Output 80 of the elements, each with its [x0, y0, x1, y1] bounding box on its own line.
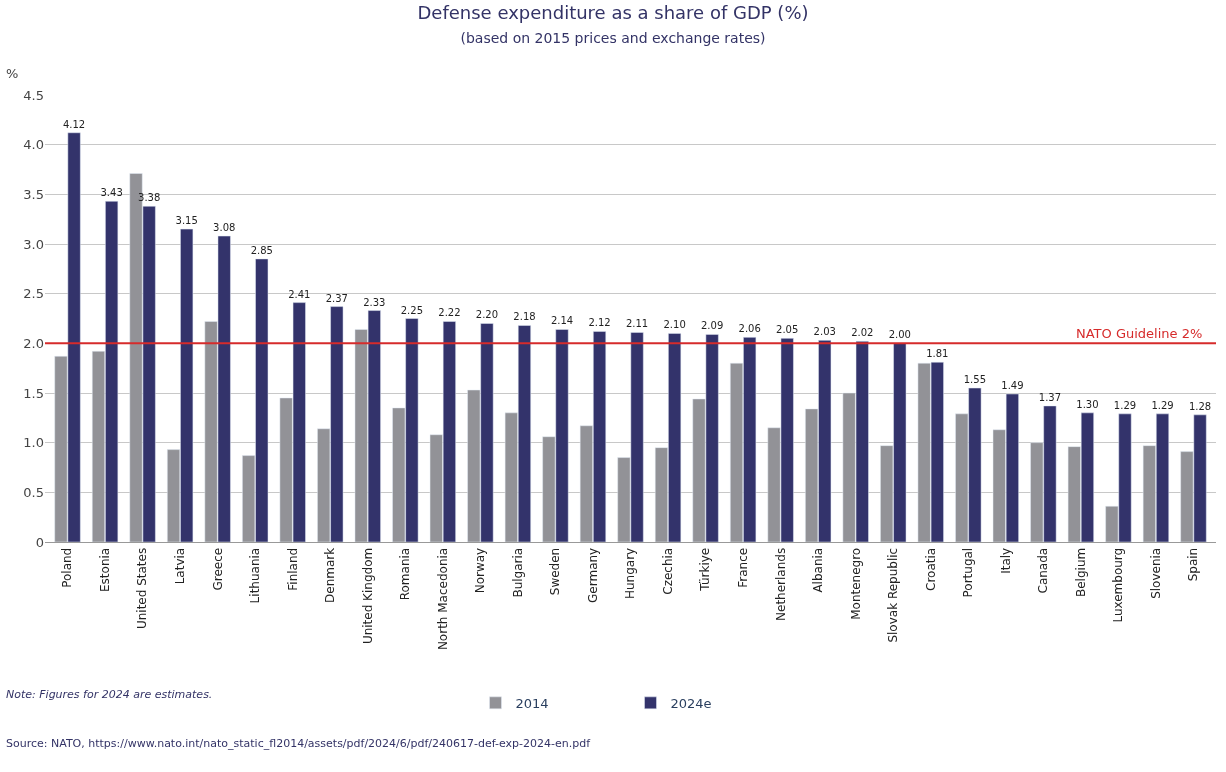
data-label: 4.12: [62, 118, 86, 130]
data-label: 2.22: [438, 307, 461, 319]
data-label: 2.85: [250, 244, 273, 256]
data-label: 1.81: [926, 348, 949, 360]
data-label: 2.25: [400, 304, 424, 316]
legend-label: 2024e: [670, 695, 712, 711]
data-label: 2.12: [588, 317, 611, 329]
y-tick-label: 0: [35, 534, 44, 550]
data-label: 2.03: [813, 326, 836, 338]
x-tick-label: United States: [135, 547, 150, 630]
data-label: 3.43: [100, 187, 123, 199]
data-label: 1.37: [1038, 391, 1062, 403]
data-label: 2.37: [325, 292, 348, 304]
x-tick-label: Luxembourg: [1111, 547, 1126, 623]
data-label: 3.15: [175, 215, 198, 227]
x-tick-label: United Kingdom: [360, 547, 375, 645]
x-tick-label: Poland: [60, 547, 75, 588]
y-tick-label: 3.5: [23, 186, 44, 202]
x-tick-label: Sweden: [548, 547, 563, 596]
x-tick-label: Canada: [1036, 547, 1051, 594]
y-tick-label: 1.0: [23, 435, 44, 451]
chart-title: Defense expenditure as a share of GDP (%): [417, 2, 809, 24]
data-label: 3.08: [213, 222, 236, 234]
data-label: 2.02: [851, 327, 874, 339]
x-tick-label: Lithuania: [248, 547, 263, 604]
data-label: 2.33: [363, 296, 386, 308]
y-tick-label: 4.0: [23, 137, 44, 153]
x-tick-label: Denmark: [323, 547, 338, 603]
y-axis-title: %: [6, 66, 19, 81]
x-tick-label: Finland: [285, 547, 300, 591]
data-label: 1.29: [1113, 399, 1137, 411]
y-tick-label: 3.0: [23, 236, 44, 252]
x-tick-label: Estonia: [97, 547, 112, 592]
x-tick-label: Romania: [398, 547, 413, 601]
y-tick-label: 2.0: [23, 335, 44, 351]
data-label: 1.29: [1151, 399, 1174, 411]
x-tick-label: Bulgaria: [510, 547, 525, 598]
data-label: 2.20: [475, 309, 499, 321]
y-tick-label: 2.5: [23, 286, 44, 302]
x-tick-label: Belgium: [1073, 547, 1088, 597]
data-label: 1.28: [1188, 400, 1212, 412]
data-label: 2.10: [663, 319, 686, 331]
x-tick-label: Netherlands: [773, 547, 788, 621]
data-label: 2.18: [513, 311, 536, 323]
data-label: 3.38: [138, 192, 161, 204]
x-tick-label: Hungary: [623, 547, 638, 600]
data-label: 2.09: [701, 320, 724, 332]
y-tick-label: 1.5: [23, 385, 44, 401]
x-tick-label: Norway: [473, 547, 488, 594]
x-tick-label: Germany: [585, 547, 600, 603]
data-label: 1.55: [963, 374, 986, 386]
x-tick-label: Slovak Republic: [886, 547, 901, 643]
legend-label: 2014: [515, 695, 549, 711]
data-label: 1.49: [1001, 379, 1024, 391]
data-label: 2.11: [625, 318, 649, 330]
source-note: Source: NATO, https://www.nato.int/nato_static_fl2014/assets/pdf/2024/6/pdf/240617-def-exp-2024-en.pdf: [6, 737, 592, 750]
x-tick-label: Czechia: [660, 547, 675, 595]
x-tick-label: Montenegro: [848, 547, 863, 620]
data-label: 2.14: [550, 315, 574, 327]
x-tick-label: Latvia: [173, 547, 188, 585]
y-tick-label: 0.5: [23, 484, 44, 500]
text: Note: Figures for 2024 are estimates.: [6, 688, 213, 701]
x-tick-label: Croatia: [923, 547, 938, 591]
data-label: 2.05: [776, 324, 799, 336]
x-tick-label: France: [736, 547, 750, 588]
x-tick-label: Italy: [998, 547, 1013, 574]
chart-subtitle: (based on 2015 prices and exchange rates): [460, 29, 766, 46]
data-label: 1.30: [1076, 398, 1099, 410]
x-tick-label: Portugal: [961, 547, 976, 598]
x-tick-label: Greece: [210, 547, 225, 591]
ref-line-label: NATO Guideline 2%: [1076, 326, 1203, 341]
x-tick-label: Albania: [811, 547, 826, 593]
y-tick-label: 4.5: [23, 87, 44, 103]
x-tick-label: North Macedonia: [435, 547, 450, 651]
data-label: 2.41: [288, 288, 311, 300]
data-label: 2.00: [888, 329, 911, 341]
x-tick-label: Spain: [1186, 547, 1201, 582]
x-tick-label: Slovenia: [1148, 547, 1163, 599]
data-label: 2.06: [738, 323, 761, 335]
x-tick-label: Türkiye: [698, 547, 713, 592]
